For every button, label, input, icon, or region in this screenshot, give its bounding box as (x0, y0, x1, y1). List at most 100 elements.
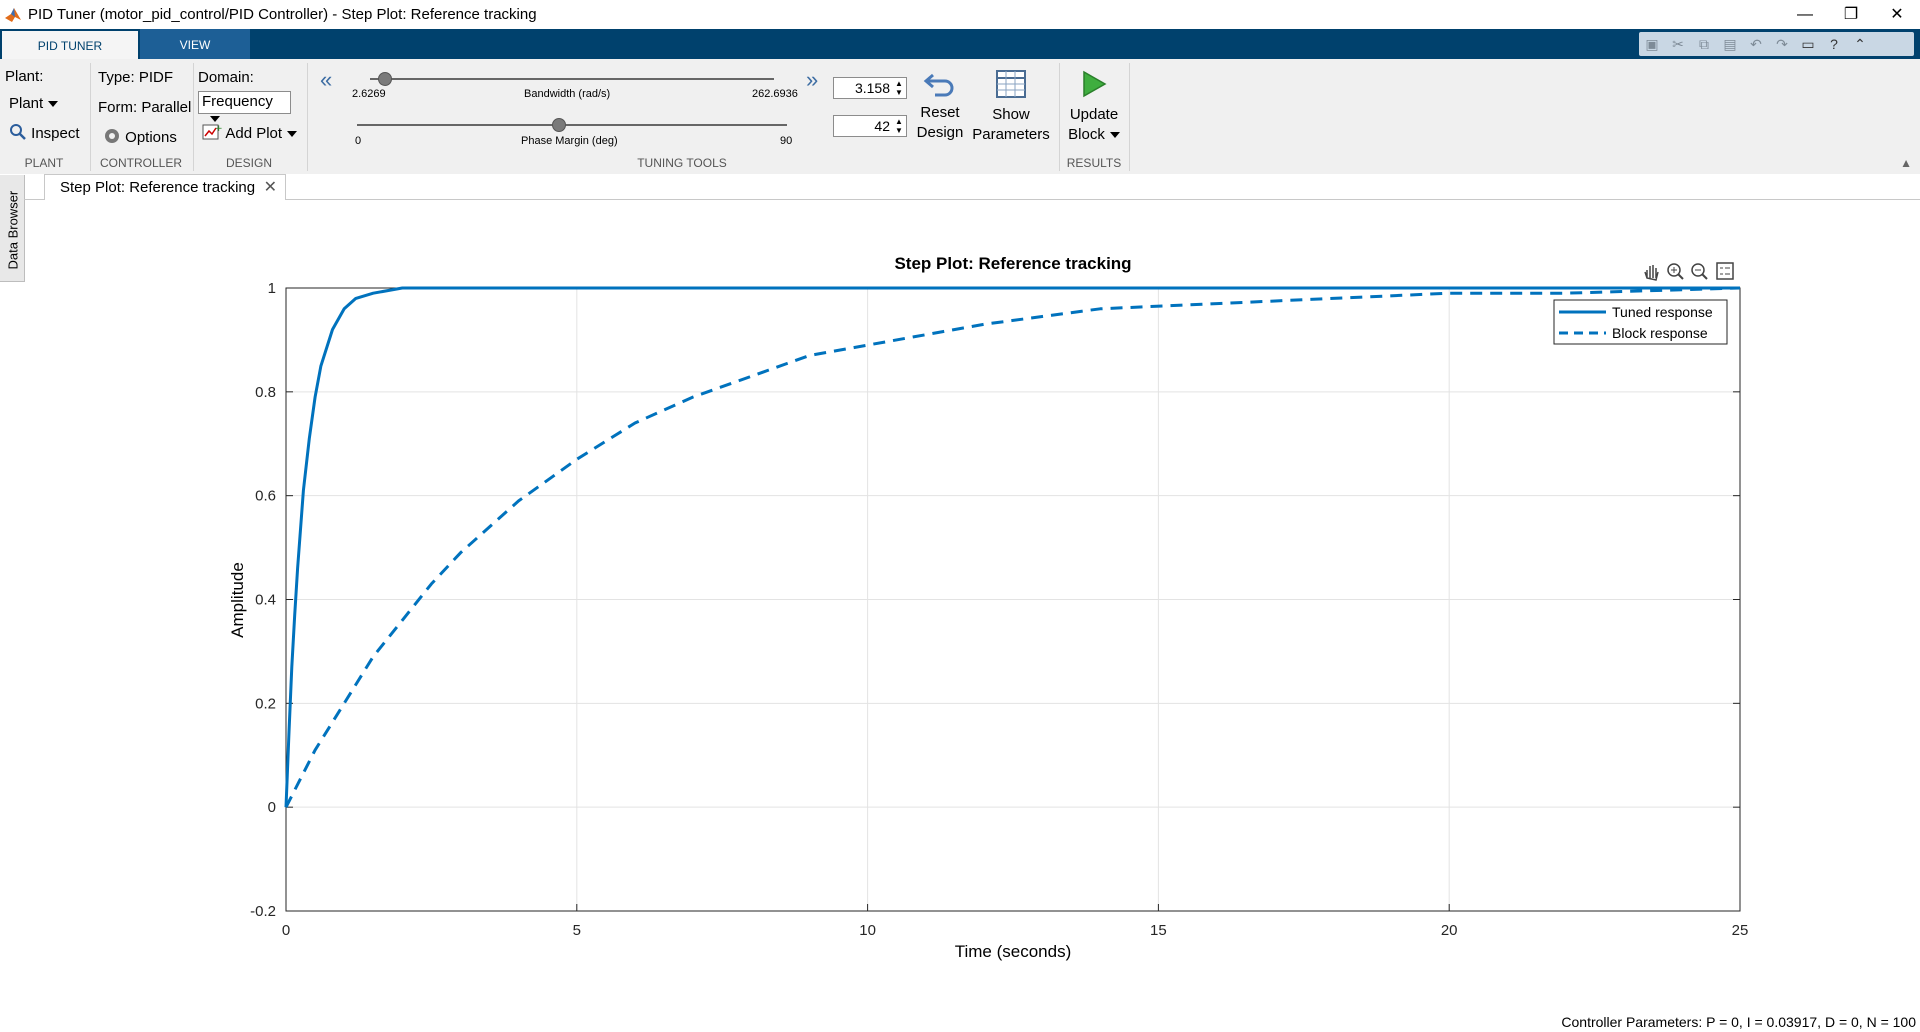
spin-up-icon[interactable]: ▲ (895, 79, 903, 88)
close-window-button[interactable]: ✕ (1890, 6, 1904, 23)
y-tick-label: 0.4 (255, 592, 276, 609)
chevron-down-icon (48, 101, 59, 108)
bandwidth-max: 262.6936 (752, 88, 798, 100)
undo-arrow-icon (923, 73, 954, 97)
tab-step-plot[interactable]: Step Plot: Reference tracking ✕ (44, 174, 286, 200)
play-icon (1083, 70, 1107, 98)
add-plot-button[interactable]: + Add Plot (202, 123, 298, 142)
spin-down-icon[interactable]: ▼ (895, 126, 903, 135)
spin-up-icon[interactable]: ▲ (895, 117, 903, 126)
bandwidth-value-input[interactable]: 3.158 ▲ ▼ (833, 77, 907, 99)
phase-margin-value-input[interactable]: 42 ▲ ▼ (833, 115, 907, 137)
phase-margin-label: Phase Margin (deg) (521, 135, 618, 147)
inspect-label: Inspect (31, 125, 80, 142)
controller-type: Type: PIDF (98, 69, 174, 86)
save-icon[interactable]: ▣ (1645, 36, 1659, 52)
zoom-out-icon[interactable] (1691, 263, 1708, 280)
copy-icon[interactable]: ⧉ (1699, 36, 1709, 52)
dock-icon[interactable]: ▭ (1801, 36, 1815, 52)
y-axis-label: Amplitude (228, 562, 247, 638)
expand-icon[interactable]: ⌃ (1854, 36, 1866, 52)
plant-section-label: PLANT (24, 156, 64, 170)
help-icon[interactable]: ? (1830, 36, 1838, 52)
data-browser-tab[interactable]: Data Browser (0, 175, 25, 282)
bandwidth-min: 2.6269 (352, 88, 386, 100)
gear-icon (105, 129, 119, 143)
expand-icon[interactable]: » (806, 67, 819, 92)
show-label-2: Parameters (972, 126, 1050, 143)
x-tick-label: 5 (573, 922, 581, 939)
options-label: Options (125, 129, 177, 146)
bandwidth-thumb[interactable] (378, 72, 392, 86)
y-tick-label: 0 (268, 799, 276, 816)
collapse-ribbon-icon[interactable]: ▲ (1900, 156, 1912, 170)
quick-access-toolbar: ▣ ✂ ⧉ ▤ ↶ ↷ ▭? ⌃ (1639, 32, 1914, 56)
reset-label-2: Design (916, 124, 964, 141)
bandwidth-track (370, 78, 774, 80)
tab-strip-border (24, 199, 1920, 200)
series-layer (284, 286, 1741, 808)
legend[interactable]: Tuned response Block response (1553, 299, 1728, 345)
table-icon (996, 70, 1026, 98)
phase-margin-track (357, 124, 787, 126)
restore-button[interactable]: ❐ (1843, 6, 1859, 23)
domain-dropdown[interactable]: Frequency (198, 91, 291, 123)
magnifier-icon (10, 124, 26, 140)
x-tick-label: 20 (1441, 922, 1458, 939)
undo-icon[interactable]: ↶ (1750, 36, 1762, 52)
ribbon-tab-bar: PID TUNER VIEW ▣ ✂ ⧉ ▤ ↶ ↷ ▭? ⌃ (0, 29, 1920, 59)
close-icon[interactable]: ✕ (263, 179, 277, 196)
separator (90, 63, 91, 171)
tab-step-plot-label: Step Plot: Reference tracking (60, 179, 256, 196)
redo-icon[interactable]: ↷ (1776, 36, 1788, 52)
separator (1129, 63, 1130, 171)
collapse-icon[interactable]: « (320, 67, 333, 92)
inspect-button[interactable]: Inspect (9, 123, 80, 142)
x-tick-label: 15 (1150, 922, 1167, 939)
separator (307, 63, 308, 171)
ribbon: Plant: Plant Inspect PLANT Type: PIDF Fo… (0, 59, 1920, 175)
pan-icon[interactable] (1644, 265, 1659, 281)
paste-icon[interactable]: ▤ (1723, 36, 1737, 52)
y-tick-label: 0.2 (255, 695, 276, 712)
title-bar: PID Tuner (motor_pid_control/PID Control… (0, 0, 1920, 29)
legend-box (1553, 299, 1728, 345)
controller-parameters-status: Controller Parameters: P = 0, I = 0.0391… (1561, 1014, 1916, 1030)
chevron-down-icon (1109, 132, 1120, 139)
separator (193, 63, 194, 171)
separator (1059, 63, 1060, 171)
phase-margin-value: 42 (874, 118, 890, 134)
x-tick-label: 10 (859, 922, 876, 939)
y-tick-label: 0.6 (255, 488, 276, 505)
show-parameters-button[interactable]: Show Parameters (972, 69, 1050, 145)
domain-value: Frequency (202, 93, 273, 110)
zoom-in-icon[interactable] (1667, 263, 1684, 280)
cut-icon[interactable]: ✂ (1672, 36, 1684, 52)
reset-design-button[interactable]: Reset Design (913, 69, 967, 143)
chevron-down-icon (210, 116, 220, 123)
tab-pid-tuner[interactable]: PID TUNER (2, 31, 138, 59)
add-plot-label: Add Plot (225, 125, 283, 142)
results-section-label: RESULTS (1066, 156, 1122, 170)
grid (285, 287, 1741, 912)
chart-title: Step Plot: Reference tracking (894, 254, 1131, 273)
tuned-response-line (284, 286, 1740, 808)
tab-view[interactable]: VIEW (140, 29, 250, 59)
legend-label-block: Block response (1612, 325, 1708, 341)
chevron-down-icon (287, 131, 298, 138)
legend-label-tuned: Tuned response (1612, 304, 1713, 320)
y-tick-label: 0.8 (255, 384, 276, 401)
step-plot[interactable]: 0 5 10 15 20 25 -0.2 0 0.2 0.4 0.6 0.8 1 Step Plot: … (0, 190, 1920, 1030)
minimize-button[interactable]: — (1797, 6, 1813, 23)
reset-label-1: Reset (920, 104, 960, 121)
phase-margin-max: 90 (780, 135, 793, 147)
spin-down-icon[interactable]: ▼ (895, 88, 903, 97)
plant-dropdown[interactable]: Plant (9, 95, 59, 112)
bandwidth-label: Bandwidth (rad/s) (524, 88, 611, 100)
legend-icon[interactable] (1716, 262, 1734, 280)
controller-form: Form: Parallel (98, 99, 192, 116)
update-block-button[interactable]: Update Block (1065, 69, 1123, 145)
y-tick-label: 1 (268, 280, 276, 297)
options-button[interactable]: Options (103, 127, 177, 146)
phase-margin-thumb[interactable] (552, 118, 566, 132)
